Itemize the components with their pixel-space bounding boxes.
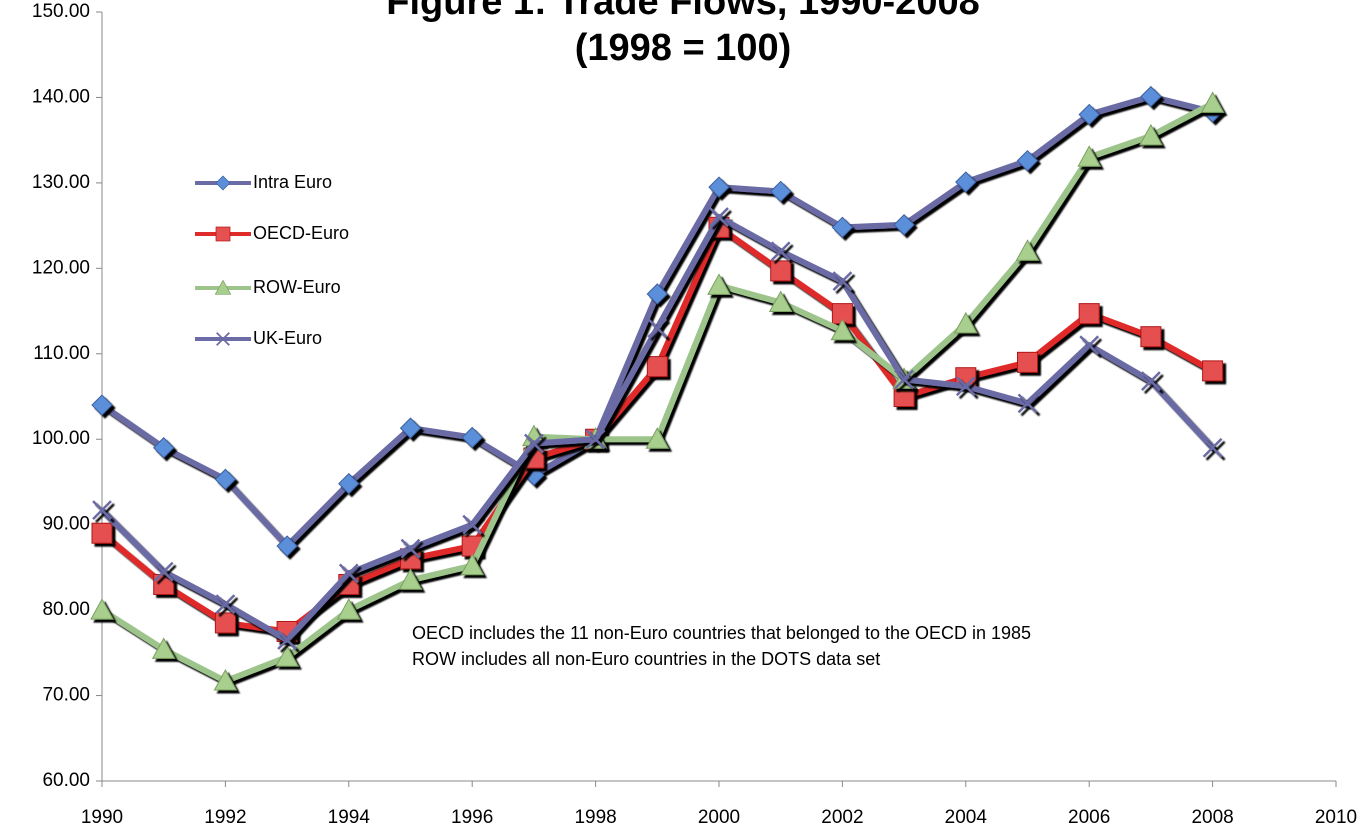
x-tick-label: 2006 (1068, 807, 1110, 828)
x-tick-label: 2000 (698, 807, 740, 828)
marker (708, 176, 730, 198)
y-tick-label: 70.00 (42, 685, 90, 706)
x-tick-label: 1996 (451, 807, 493, 828)
marker (647, 318, 668, 339)
marker (91, 394, 113, 416)
marker (90, 598, 114, 620)
chart-title: Figure 1: Trade Flows, 1990-2008 (386, 0, 979, 23)
marker (152, 437, 175, 459)
marker (953, 311, 978, 334)
legend-label: UK-Euro (253, 328, 322, 348)
x-tick-label: 2002 (821, 807, 863, 828)
marker (707, 273, 731, 295)
marker (955, 171, 977, 193)
marker (214, 468, 237, 491)
marker (461, 426, 483, 449)
annotation: OECD includes the 11 non-Euro countries … (412, 623, 1031, 643)
y-tick-label: 110.00 (33, 343, 90, 364)
marker (646, 356, 668, 378)
legend-label: ROW-Euro (253, 277, 341, 297)
x-tick-label: 1998 (574, 807, 616, 828)
marker (1016, 149, 1039, 172)
y-tick-label: 130.00 (32, 172, 90, 193)
marker (1141, 371, 1161, 392)
chart-subtitle: (1998 = 100) (575, 27, 792, 69)
marker (769, 180, 792, 203)
legend-label: Intra Euro (253, 172, 332, 192)
marker (770, 241, 791, 262)
marker (1202, 360, 1224, 382)
marker (709, 207, 729, 227)
y-tick-label: 100.00 (32, 428, 90, 449)
marker (213, 668, 238, 691)
marker (831, 216, 854, 239)
marker (275, 645, 299, 667)
legend-marker (215, 175, 231, 191)
x-tick-label: 2010 (1315, 807, 1357, 828)
marker (524, 433, 544, 454)
marker (398, 568, 423, 590)
marker (1139, 123, 1163, 146)
annotation: ROW includes all non-Euro countries in t… (412, 649, 880, 669)
x-tick-label: 2008 (1191, 807, 1233, 828)
x-tick-label: 2004 (945, 807, 988, 828)
marker (955, 376, 976, 397)
y-tick-label: 150.00 (32, 1, 90, 22)
legend-label: OECD-Euro (253, 223, 349, 243)
marker (399, 417, 422, 439)
marker (338, 563, 359, 584)
marker (277, 630, 297, 650)
legend-marker (216, 332, 230, 346)
marker (215, 594, 236, 615)
y-tick-label: 120.00 (32, 257, 90, 278)
marker (214, 612, 236, 634)
marker (893, 386, 915, 407)
y-tick-label: 90.00 (42, 514, 90, 535)
marker (830, 318, 855, 341)
marker (460, 553, 485, 576)
marker (338, 472, 360, 495)
x-tick-label: 1994 (328, 807, 371, 828)
marker (153, 561, 174, 582)
marker (336, 598, 361, 620)
marker (832, 271, 853, 292)
y-tick-label: 60.00 (42, 770, 90, 791)
y-tick-label: 80.00 (42, 599, 90, 620)
x-tick-label: 1992 (204, 807, 246, 828)
marker (91, 522, 113, 544)
marker (462, 514, 483, 535)
marker (1017, 351, 1038, 373)
marker (92, 500, 112, 521)
marker (1078, 303, 1100, 325)
series-line (100, 93, 1214, 550)
marker (400, 538, 421, 559)
marker (1078, 103, 1100, 126)
marker (1079, 335, 1100, 356)
marker (1200, 91, 1225, 113)
marker (646, 283, 669, 305)
legend-marker (214, 279, 232, 295)
marker (1140, 85, 1162, 108)
marker (893, 214, 915, 236)
marker (645, 427, 670, 449)
marker (1077, 145, 1102, 167)
marker (1140, 326, 1162, 348)
legend-marker (215, 226, 231, 242)
marker (770, 260, 792, 282)
marker (768, 290, 793, 313)
marker (276, 535, 298, 557)
marker (894, 369, 914, 390)
marker (151, 637, 176, 659)
x-tick-label: 1990 (81, 807, 123, 828)
marker (1202, 437, 1223, 458)
y-tick-label: 140.00 (32, 86, 90, 107)
marker (1017, 393, 1038, 414)
marker (585, 429, 606, 450)
marker (1015, 239, 1040, 261)
